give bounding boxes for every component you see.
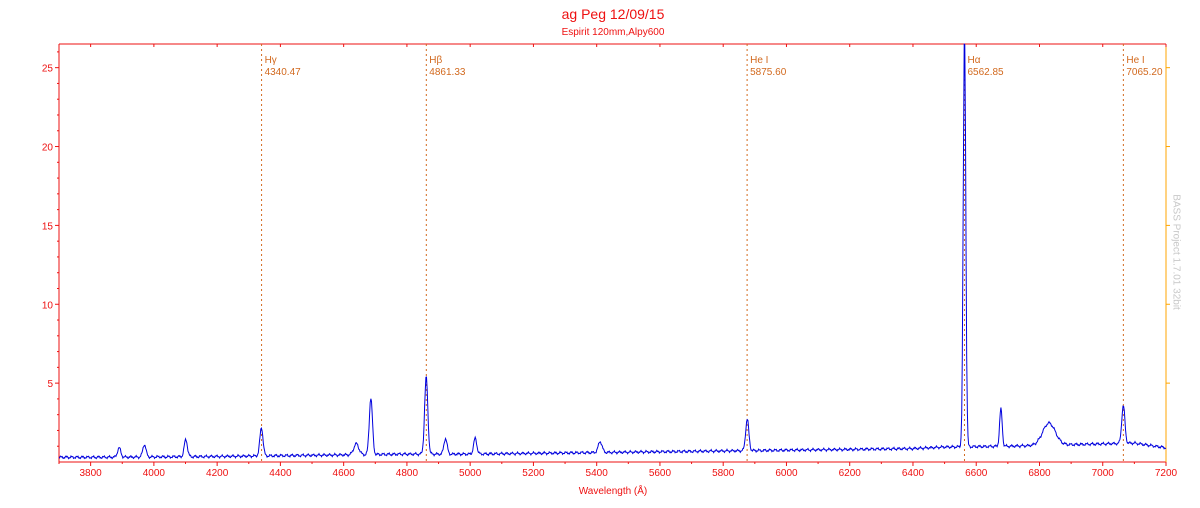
y-tick-label: 15 xyxy=(42,221,54,232)
chart-subtitle: Espirit 120mm,Alpy600 xyxy=(561,27,665,38)
x-tick-label: 4200 xyxy=(206,468,229,479)
reference-line-wavelength: 6562.85 xyxy=(967,67,1004,78)
x-tick-label: 6800 xyxy=(1028,468,1051,479)
reference-line-name: Hβ xyxy=(429,55,442,66)
x-tick-label: 4000 xyxy=(143,468,166,479)
y-tick-label: 5 xyxy=(47,379,53,390)
x-axis-label: Wavelength (Å) xyxy=(578,486,648,497)
x-tick-label: 6200 xyxy=(839,468,862,479)
x-tick-label: 5400 xyxy=(586,468,609,479)
x-tick-label: 5000 xyxy=(459,468,482,479)
x-tick-label: 6000 xyxy=(775,468,798,479)
spectrum-series-line xyxy=(58,43,1167,460)
x-tick-label: 5600 xyxy=(649,468,672,479)
x-tick-label: 6400 xyxy=(902,468,925,479)
y-tick-label: 25 xyxy=(42,64,54,75)
reference-line-wavelength: 5875.60 xyxy=(750,67,787,78)
x-tick-label: 7000 xyxy=(1092,468,1115,479)
reference-line-wavelength: 4861.33 xyxy=(429,67,466,78)
reference-line-wavelength: 7065.20 xyxy=(1126,67,1163,78)
reference-line-name: Hα xyxy=(967,55,980,66)
reference-line-wavelength: 4340.47 xyxy=(265,67,302,78)
reference-line-name: Hγ xyxy=(265,55,277,66)
y-tick-label: 20 xyxy=(42,143,54,154)
y-tick-label: 10 xyxy=(42,300,54,311)
x-tick-label: 3800 xyxy=(80,468,103,479)
reference-line-name: He I xyxy=(1126,55,1144,66)
x-tick-label: 5200 xyxy=(522,468,545,479)
x-tick-label: 6600 xyxy=(965,468,988,479)
chart-title: ag Peg 12/09/15 xyxy=(561,6,665,22)
x-tick-label: 4600 xyxy=(333,468,356,479)
x-tick-label: 4800 xyxy=(396,468,419,479)
reference-line-name: He I xyxy=(750,55,768,66)
x-tick-label: 4400 xyxy=(269,468,292,479)
x-tick-label: 7200 xyxy=(1155,468,1178,479)
x-tick-label: 5800 xyxy=(712,468,735,479)
